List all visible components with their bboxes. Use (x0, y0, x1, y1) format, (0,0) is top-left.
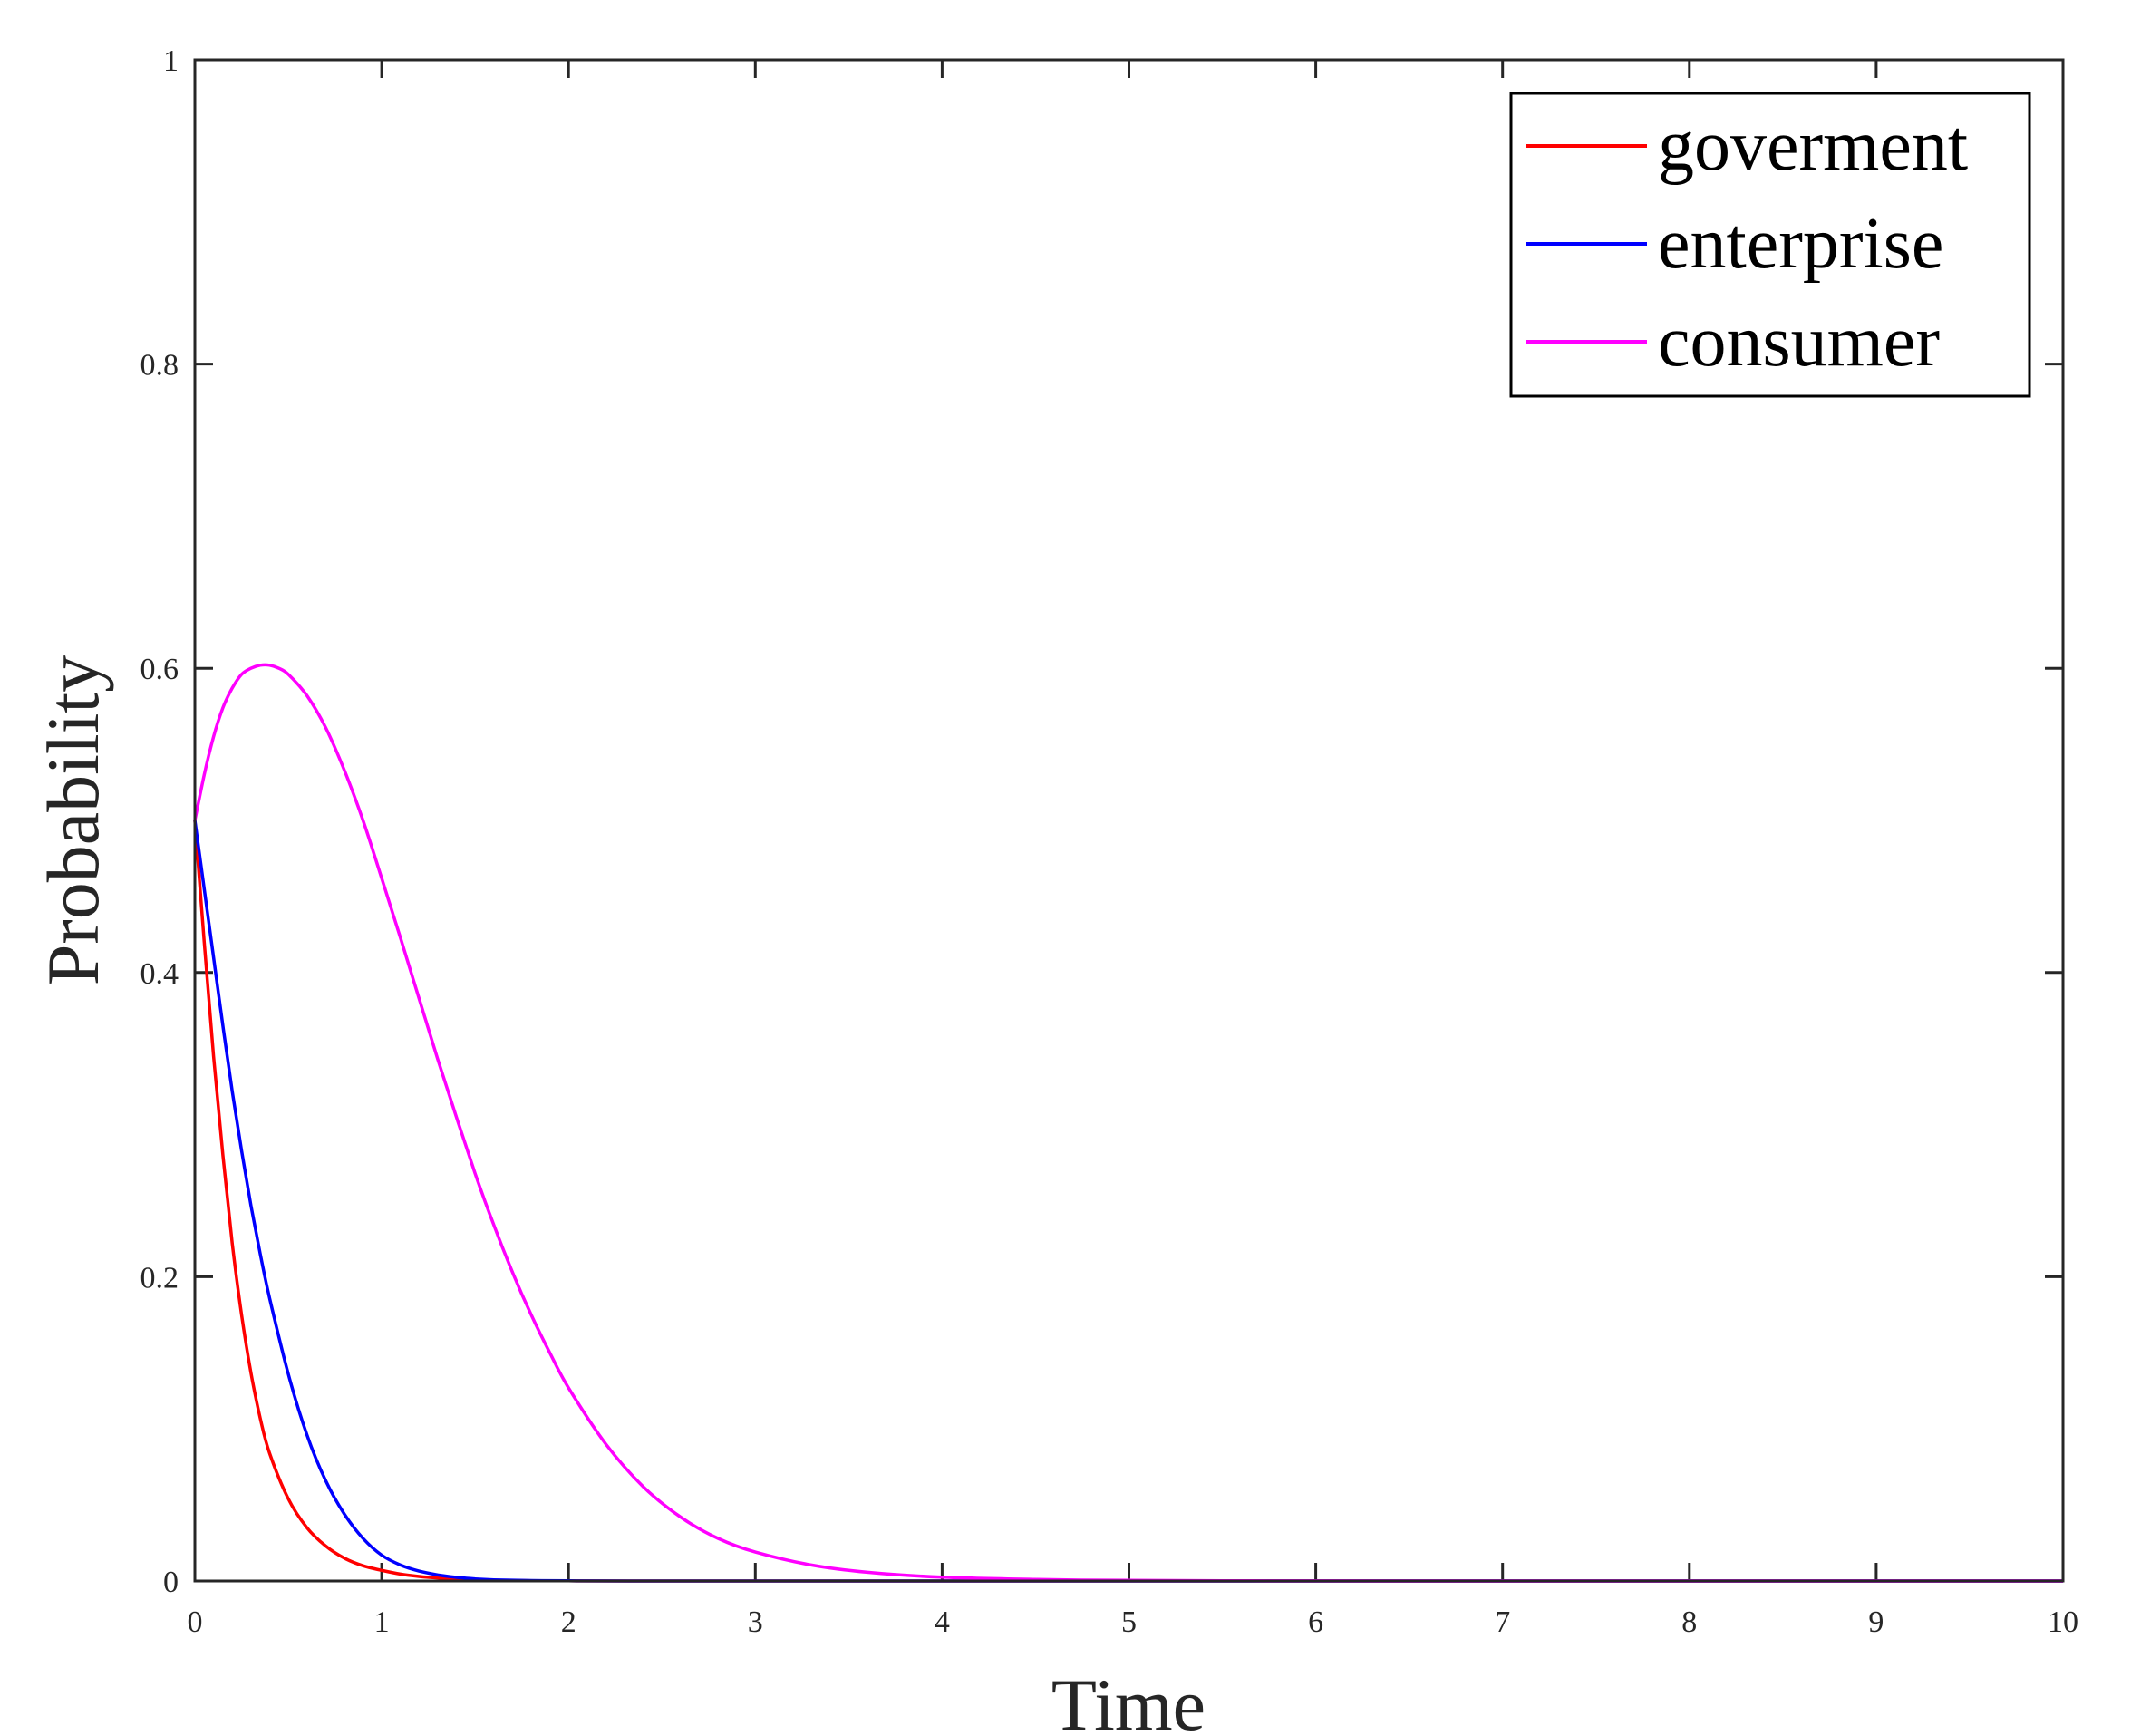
x-tick-label: 10 (2048, 1605, 2078, 1639)
y-tick-label: 0.8 (140, 349, 179, 383)
y-tick-label: 0.6 (140, 653, 179, 686)
x-tick-label: 8 (1681, 1605, 1697, 1639)
labels-layer: Time Probability (32, 655, 1206, 1736)
x-tick-label: 0 (188, 1605, 203, 1639)
y-tick-label: 0 (163, 1566, 179, 1599)
y-tick-label: 1 (163, 44, 179, 78)
legend-label-goverment: goverment (1658, 106, 1968, 186)
x-tick-label: 5 (1121, 1605, 1137, 1639)
plot-frame (193, 58, 2065, 1583)
legend: goverment enterprise consumer (1509, 92, 2031, 398)
x-tick-label: 9 (1868, 1605, 1884, 1639)
x-tick-label: 4 (935, 1605, 950, 1639)
x-tick-label: 7 (1495, 1605, 1510, 1639)
x-tick-label: 1 (374, 1605, 390, 1639)
y-tick-label: 0.2 (140, 1261, 179, 1295)
ticks-layer: 0 1 2 3 4 5 6 7 8 9 10 0 0.2 0.4 0.6 0.8 1 (140, 44, 2079, 1639)
y-axis-label: Probability (32, 655, 114, 985)
x-axis-label: Time (1051, 1663, 1206, 1736)
legend-label-consumer: consumer (1658, 302, 1940, 382)
legend-label-enterprise: enterprise (1658, 204, 1943, 284)
x-tick-label: 2 (561, 1605, 576, 1639)
x-tick-label: 3 (748, 1605, 763, 1639)
y-tick-label: 0.4 (140, 957, 179, 991)
x-tick-label: 6 (1308, 1605, 1323, 1639)
